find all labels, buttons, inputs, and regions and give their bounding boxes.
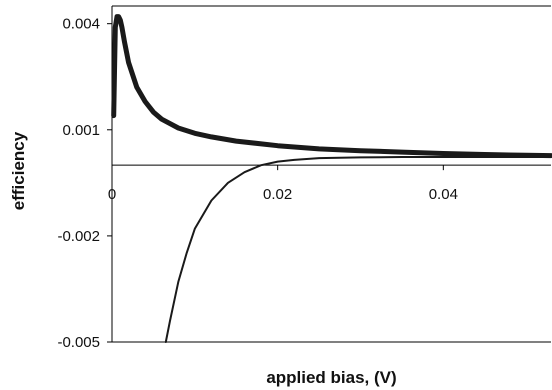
series-line-2	[164, 156, 552, 343]
y-tick-label: 0.001	[62, 122, 100, 139]
y-axis-title: efficiency	[9, 131, 28, 210]
x-tick-label: 0	[108, 186, 116, 203]
y-tick-label: 0.004	[62, 16, 100, 33]
y-axis: 0.004 0.001 -0.002 -0.005	[57, 16, 112, 351]
x-tick-label: 0.04	[429, 186, 458, 203]
series-layer	[111, 14, 552, 343]
y-tick-label: -0.005	[57, 334, 100, 351]
x-axis-title: applied bias, (V)	[266, 368, 396, 387]
y-tick-label: -0.002	[57, 228, 100, 245]
x-axis: 0 0.02 0.04	[108, 165, 458, 203]
series-line-1	[111, 14, 552, 159]
plot-frame	[111, 5, 551, 343]
x-tick-label: 0.02	[263, 186, 292, 203]
